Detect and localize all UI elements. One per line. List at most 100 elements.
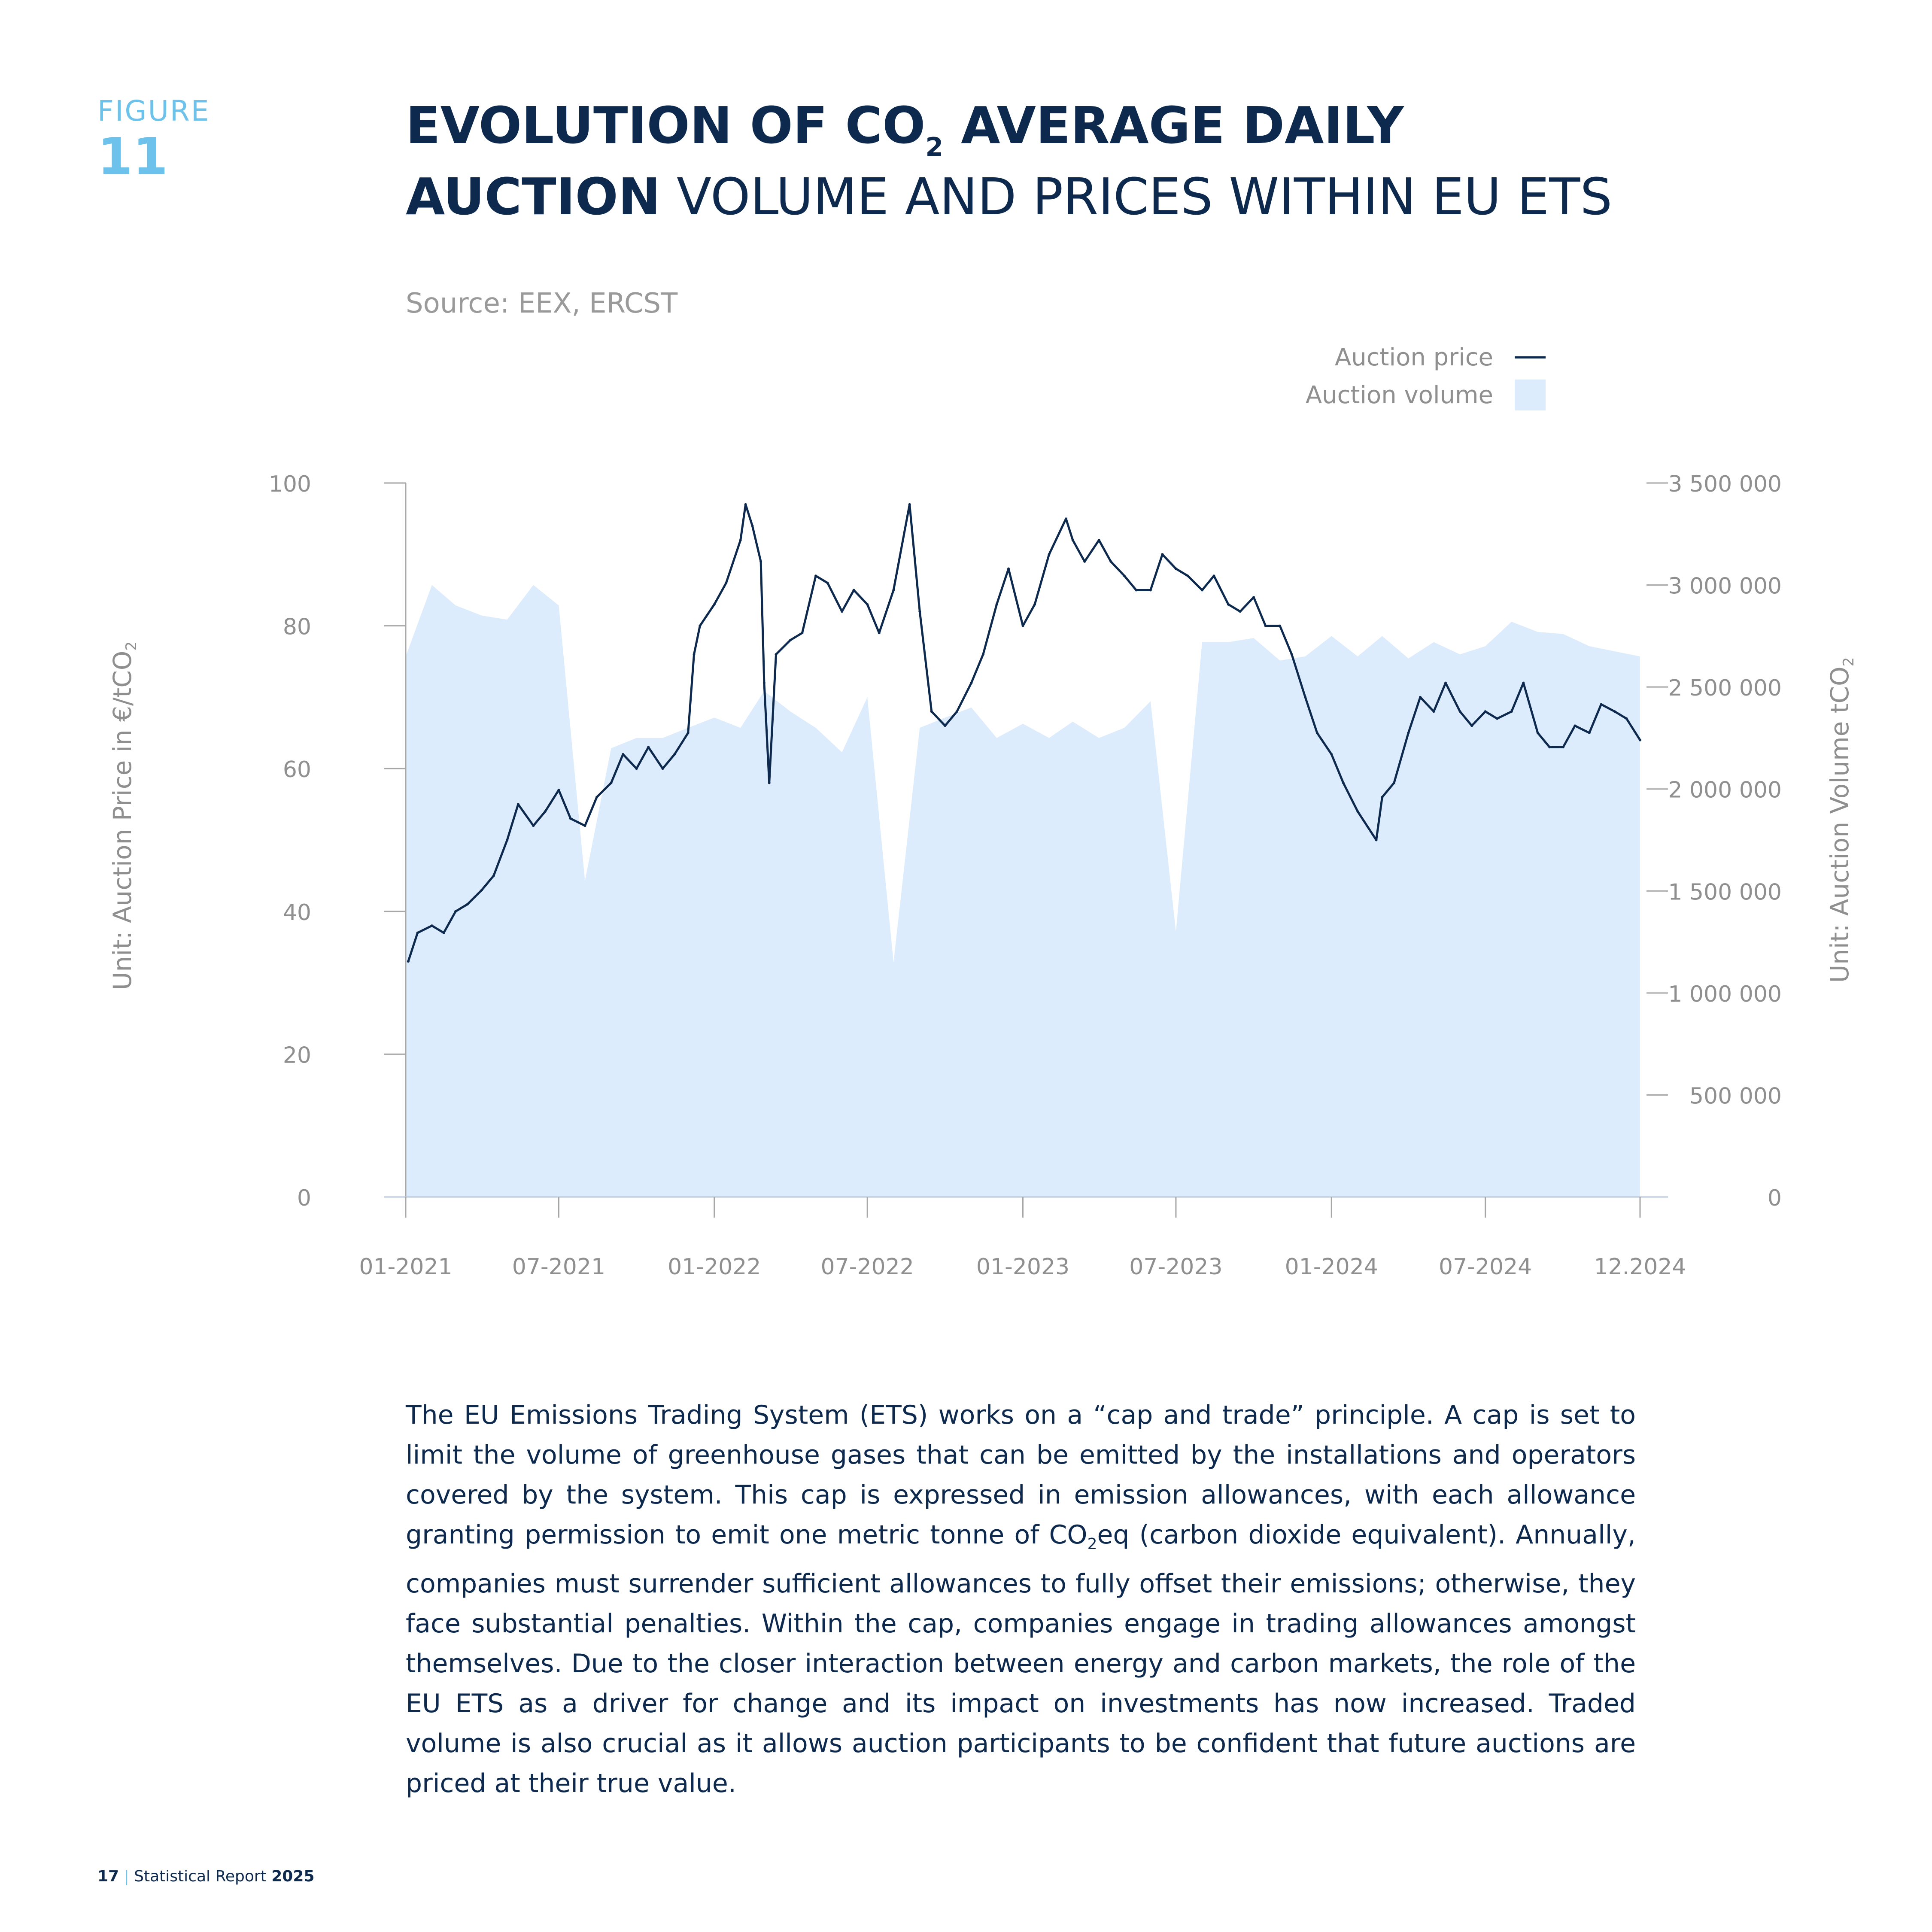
legend-price: Auction price xyxy=(1335,343,1546,371)
left-axis-title-subscript: 2 xyxy=(123,641,140,651)
auction-price-point-25 xyxy=(713,603,716,606)
auction-price-point-3 xyxy=(442,931,445,934)
right-tick-label-1: 3 000 000 xyxy=(1668,574,1782,599)
x-tick-label-07-2021: 07-2021 xyxy=(512,1254,605,1280)
legend-volume: Auction volume xyxy=(1306,380,1546,410)
x-tick-label-07-2024: 07-2024 xyxy=(1439,1254,1532,1280)
auction-price-point-12 xyxy=(557,789,560,792)
auction-price-point-54 xyxy=(1048,553,1051,556)
title-line1-rest: AVERAGE DAILY xyxy=(943,96,1404,155)
auction-price-point-45 xyxy=(930,710,933,713)
auction-price-point-86 xyxy=(1458,710,1461,713)
auction-price-point-72 xyxy=(1279,624,1282,627)
auction-price-point-98 xyxy=(1613,710,1616,713)
auction-price-point-63 xyxy=(1161,553,1164,556)
auction-price-point-82 xyxy=(1407,732,1410,734)
auction-price-point-33 xyxy=(775,653,778,656)
left-tick-label-60: 60 xyxy=(283,757,311,783)
right-tick-label-6: 500 000 xyxy=(1689,1083,1782,1109)
auction-price-point-18 xyxy=(635,767,638,770)
right-tick-label-2: 2 500 000 xyxy=(1668,675,1782,701)
body-text-subscript: 2 xyxy=(1087,1535,1097,1553)
auction-price-point-55 xyxy=(1064,517,1067,520)
auction-price-point-68 xyxy=(1227,603,1230,606)
right-tick-label-3: 2 000 000 xyxy=(1668,778,1782,803)
legend-volume-label: Auction volume xyxy=(1305,381,1493,409)
auction-price-point-65 xyxy=(1186,574,1189,577)
auction-price-point-76 xyxy=(1330,753,1333,756)
figure-number: 11 xyxy=(97,127,168,186)
auction-price-point-46 xyxy=(944,724,947,727)
left-tick-label-40: 40 xyxy=(283,900,311,926)
x-tick-label-12.2024: 12.2024 xyxy=(1594,1254,1686,1280)
auction-price-point-62 xyxy=(1149,589,1152,592)
auction-price-point-91 xyxy=(1522,681,1525,684)
auction-price-point-28 xyxy=(744,503,747,506)
auction-price-point-51 xyxy=(1007,567,1010,570)
auction-price-point-7 xyxy=(492,874,495,877)
auction-price-point-48 xyxy=(970,681,973,684)
auction-price-point-66 xyxy=(1201,589,1203,592)
legend-price-label: Auction price xyxy=(1334,343,1493,371)
auction-price-point-53 xyxy=(1033,603,1036,606)
auction-price-point-93 xyxy=(1548,746,1551,749)
auction-price-point-96 xyxy=(1588,732,1591,734)
auction-volume-area xyxy=(406,585,1640,1197)
x-tick-label-01-2024: 01-2024 xyxy=(1285,1254,1378,1280)
left-axis-title: Unit: Auction Price in €/tCO2 xyxy=(108,641,140,990)
auction-price-point-60 xyxy=(1123,574,1126,577)
auction-price-point-4 xyxy=(454,910,457,913)
legend-price-swatch xyxy=(1515,356,1546,358)
right-tick-label-4: 1 500 000 xyxy=(1668,879,1782,905)
auction-price-point-14 xyxy=(583,824,586,827)
x-tick-label-01-2022: 01-2022 xyxy=(668,1254,761,1280)
auction-price-point-2 xyxy=(431,924,433,927)
x-tick-label-01-2023: 01-2023 xyxy=(976,1254,1069,1280)
auction-price-point-9 xyxy=(516,803,519,806)
auction-price-point-99 xyxy=(1625,717,1628,720)
auction-price-point-79 xyxy=(1375,838,1378,841)
right-axis-title: Unit: Auction Volume tCO2 xyxy=(1825,657,1857,983)
auction-price-point-34 xyxy=(789,638,792,641)
x-tick-label-07-2023: 07-2023 xyxy=(1129,1254,1222,1280)
auction-price-point-19 xyxy=(647,746,650,749)
auction-price-point-21 xyxy=(673,753,676,756)
right-tick-label-7: 0 xyxy=(1768,1185,1782,1211)
title-subscript: 2 xyxy=(925,132,944,162)
auction-price-point-20 xyxy=(661,767,664,770)
auction-price-point-47 xyxy=(955,710,958,713)
left-tick-label-20: 20 xyxy=(283,1042,311,1068)
auction-price-point-13 xyxy=(569,817,572,820)
x-tick-label-01-2021: 01-2021 xyxy=(359,1254,452,1280)
auction-price-point-52 xyxy=(1021,624,1024,627)
auction-price-point-11 xyxy=(544,810,547,813)
auction-price-point-57 xyxy=(1083,560,1086,563)
auction-price-point-49 xyxy=(981,653,984,656)
left-tick-label-100: 100 xyxy=(269,471,311,497)
auction-price-point-100 xyxy=(1639,738,1641,741)
auction-price-point-56 xyxy=(1071,539,1074,541)
auction-price-point-26 xyxy=(725,581,728,584)
auction-price-point-74 xyxy=(1304,696,1307,699)
page-footer: 17 | Statistical Report 2025 xyxy=(97,1868,314,1885)
footer-separator: | xyxy=(124,1868,129,1885)
auction-price-point-35 xyxy=(801,632,804,635)
auction-price-point-22 xyxy=(687,732,690,734)
auction-price-point-8 xyxy=(506,838,509,841)
auction-price-point-44 xyxy=(918,610,921,613)
right-axis-title-subscript: 2 xyxy=(1840,657,1857,667)
auction-price-point-87 xyxy=(1470,724,1473,727)
auction-price-point-78 xyxy=(1356,810,1359,813)
auction-price-point-75 xyxy=(1315,732,1318,734)
body-text: The EU Emissions Trading System (ETS) wo… xyxy=(406,1395,1636,1804)
auction-price-point-50 xyxy=(995,603,998,606)
auction-price-point-10 xyxy=(532,824,535,827)
auction-price-point-41 xyxy=(878,632,881,635)
body-text-part-2: eq (carbon dioxide equivalent). Annually… xyxy=(406,1520,1636,1798)
auction-price-point-0 xyxy=(407,960,410,963)
auction-price-point-39 xyxy=(852,589,855,592)
auction-price-point-95 xyxy=(1574,724,1577,727)
auction-price-point-61 xyxy=(1135,589,1138,592)
auction-price-point-84 xyxy=(1432,710,1435,713)
